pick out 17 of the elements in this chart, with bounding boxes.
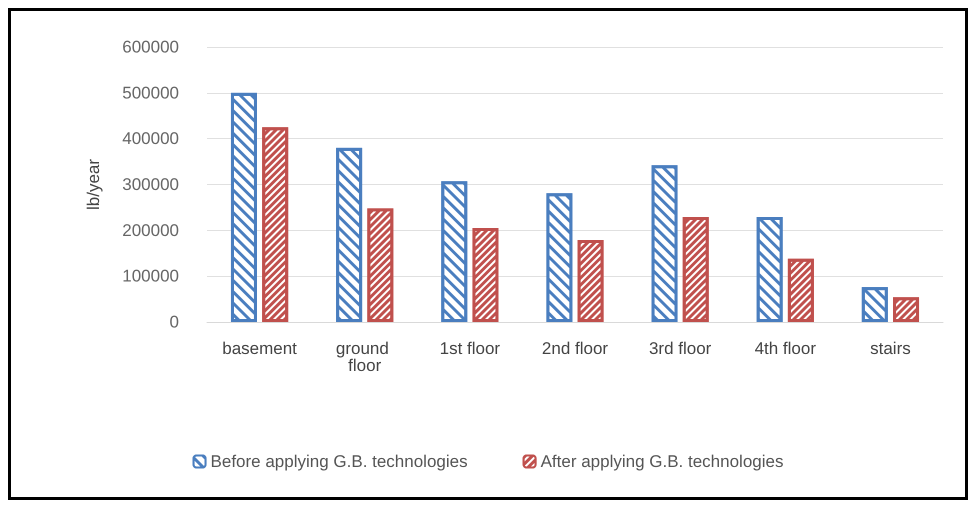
x-tick-label: basement xyxy=(222,339,298,358)
x-tick-label: stairs xyxy=(870,339,911,358)
y-tick-label: 600000 xyxy=(122,38,179,56)
legend-label: After applying G.B. technologies xyxy=(540,452,784,471)
x-tick-label: 2nd floor xyxy=(542,339,608,358)
x-tick-label: 3rd floor xyxy=(648,339,712,358)
x-tick-label: 4th floor xyxy=(754,339,816,358)
x-tick-label: ground floor xyxy=(336,339,394,375)
y-tick-label: 0 xyxy=(170,312,179,332)
y-tick-label: 100000 xyxy=(122,266,179,286)
legend-label: Before applying G.B. technologies xyxy=(210,452,468,471)
x-tick-label: 1st floor xyxy=(440,339,500,358)
y-axis-title: lb/year xyxy=(84,158,103,210)
y-tick-label: 200000 xyxy=(122,220,179,240)
y-tick-label: 500000 xyxy=(122,83,179,102)
y-tick-label: 400000 xyxy=(122,129,179,148)
y-tick-label: 300000 xyxy=(122,175,179,194)
